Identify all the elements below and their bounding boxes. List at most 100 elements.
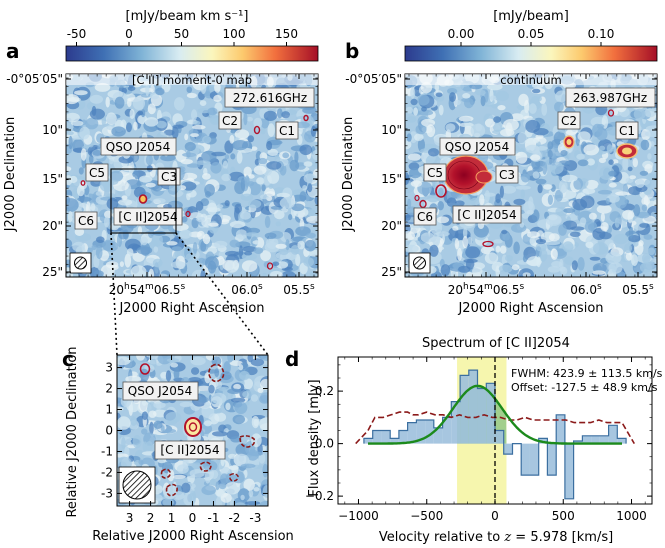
svg-text:QSO J2054: QSO J2054 — [128, 384, 192, 398]
x-tick-label: -3 — [249, 511, 261, 525]
map-a-blob — [66, 239, 73, 249]
map-c-blob — [240, 494, 245, 501]
map-a-blob — [238, 245, 244, 259]
map-b-blob — [414, 133, 424, 141]
map-b-blob — [452, 225, 459, 231]
map-a-blob — [79, 126, 90, 140]
map-b-blob — [571, 260, 578, 271]
map-c-blob — [117, 453, 129, 458]
map-a-blob — [276, 261, 289, 269]
svg-text:C6: C6 — [78, 214, 94, 228]
svg-text:C1: C1 — [279, 124, 295, 138]
spectrum-bar — [425, 420, 434, 444]
map-a-blob — [267, 148, 279, 156]
map-a-blob — [140, 236, 148, 246]
map-b-blob — [636, 211, 650, 219]
map-a-blob — [126, 122, 132, 133]
map-c-blob — [167, 469, 175, 482]
map-c-blob — [220, 492, 232, 503]
label-b-c2: C2 — [557, 111, 581, 130]
map-a-blob — [260, 128, 266, 135]
map-a-blob — [205, 207, 221, 213]
spectrum-bar — [390, 438, 399, 444]
map-b-blob — [473, 224, 489, 238]
map-a-blob — [210, 162, 222, 174]
x-tick-label: −1000 — [338, 509, 379, 523]
map-b-blob — [500, 128, 515, 137]
map-a-blob — [241, 260, 258, 272]
map-b-blob — [495, 245, 501, 253]
map-a-blob — [66, 112, 80, 123]
map-a-blob — [260, 250, 271, 262]
map-b-blob — [502, 185, 516, 194]
map-b-blob — [647, 153, 652, 160]
map-a-blob — [270, 270, 283, 277]
map-a-blob — [109, 170, 123, 182]
map-b-blob — [518, 93, 529, 107]
map-c-blob — [210, 478, 216, 486]
map-a-blob — [96, 236, 105, 243]
map-b-blob — [625, 252, 633, 261]
spectrum-bar — [363, 438, 373, 444]
map-c-blob — [230, 436, 242, 443]
map-b-blob — [580, 195, 595, 209]
map-b-blob — [614, 217, 620, 228]
map-b-blob — [495, 90, 510, 102]
map-b-blob — [432, 180, 438, 189]
map-a-blob — [230, 153, 236, 160]
y-tick-label: 2 — [105, 382, 113, 396]
map-c-blob — [233, 453, 250, 467]
map-c-blob — [170, 362, 179, 368]
map-b-blob — [579, 217, 587, 225]
map-a-blob — [100, 264, 115, 277]
map-b-blob — [647, 247, 656, 256]
map-c-blob — [153, 420, 163, 429]
map-b-blob — [608, 170, 617, 177]
map-c-blob — [162, 498, 174, 506]
svg-text:C5: C5 — [427, 166, 443, 180]
map-a-blob — [244, 251, 253, 256]
colorbar-b — [404, 45, 658, 62]
map-c-blob — [149, 421, 154, 435]
map-c-blob — [163, 485, 177, 500]
map-a-blob — [164, 129, 175, 136]
map-c-blob — [204, 401, 211, 408]
map-b-blob — [631, 254, 638, 266]
map-a-blob — [148, 228, 155, 239]
map-c-blob — [233, 383, 242, 390]
contour-b-c6b — [414, 194, 420, 202]
map-a-blob — [274, 210, 285, 220]
map-a-blob — [242, 246, 257, 253]
map-b-blob — [547, 141, 554, 150]
map-c-blob — [121, 436, 126, 450]
contour-a-cii — [138, 194, 148, 204]
map-c-blob — [125, 375, 142, 383]
map-a-blob — [303, 257, 315, 267]
map-b-blob — [513, 241, 520, 255]
map-a-blob — [171, 246, 182, 252]
spectrum-bar — [451, 401, 461, 444]
map-c-blob — [177, 464, 189, 474]
map-c-blob — [218, 482, 227, 490]
map-a-blob — [196, 216, 206, 222]
map-a-blob — [95, 191, 103, 196]
map-b-blob — [493, 116, 501, 123]
contour-b-c5 — [435, 184, 447, 198]
map-b-blob — [535, 238, 547, 245]
map-a-blob — [251, 146, 258, 151]
map-a-title-box — [66, 74, 318, 85]
map-a-blob — [186, 92, 197, 99]
map-b-blob — [628, 226, 634, 239]
label-b-cii: [C II]2054 — [452, 205, 522, 224]
map-a-blob — [118, 199, 133, 206]
map-b-blob — [598, 157, 607, 164]
map-b-blob — [415, 124, 427, 135]
map-b-blob — [612, 108, 619, 116]
map-a-blob — [145, 154, 153, 166]
map-a-blob — [211, 151, 227, 157]
map-b-blob — [407, 198, 412, 210]
map-b-blob — [484, 118, 495, 128]
map-a-blob — [186, 191, 191, 201]
map-b-blob — [479, 194, 485, 206]
y-tick-label: -0°05′05" — [6, 72, 63, 86]
